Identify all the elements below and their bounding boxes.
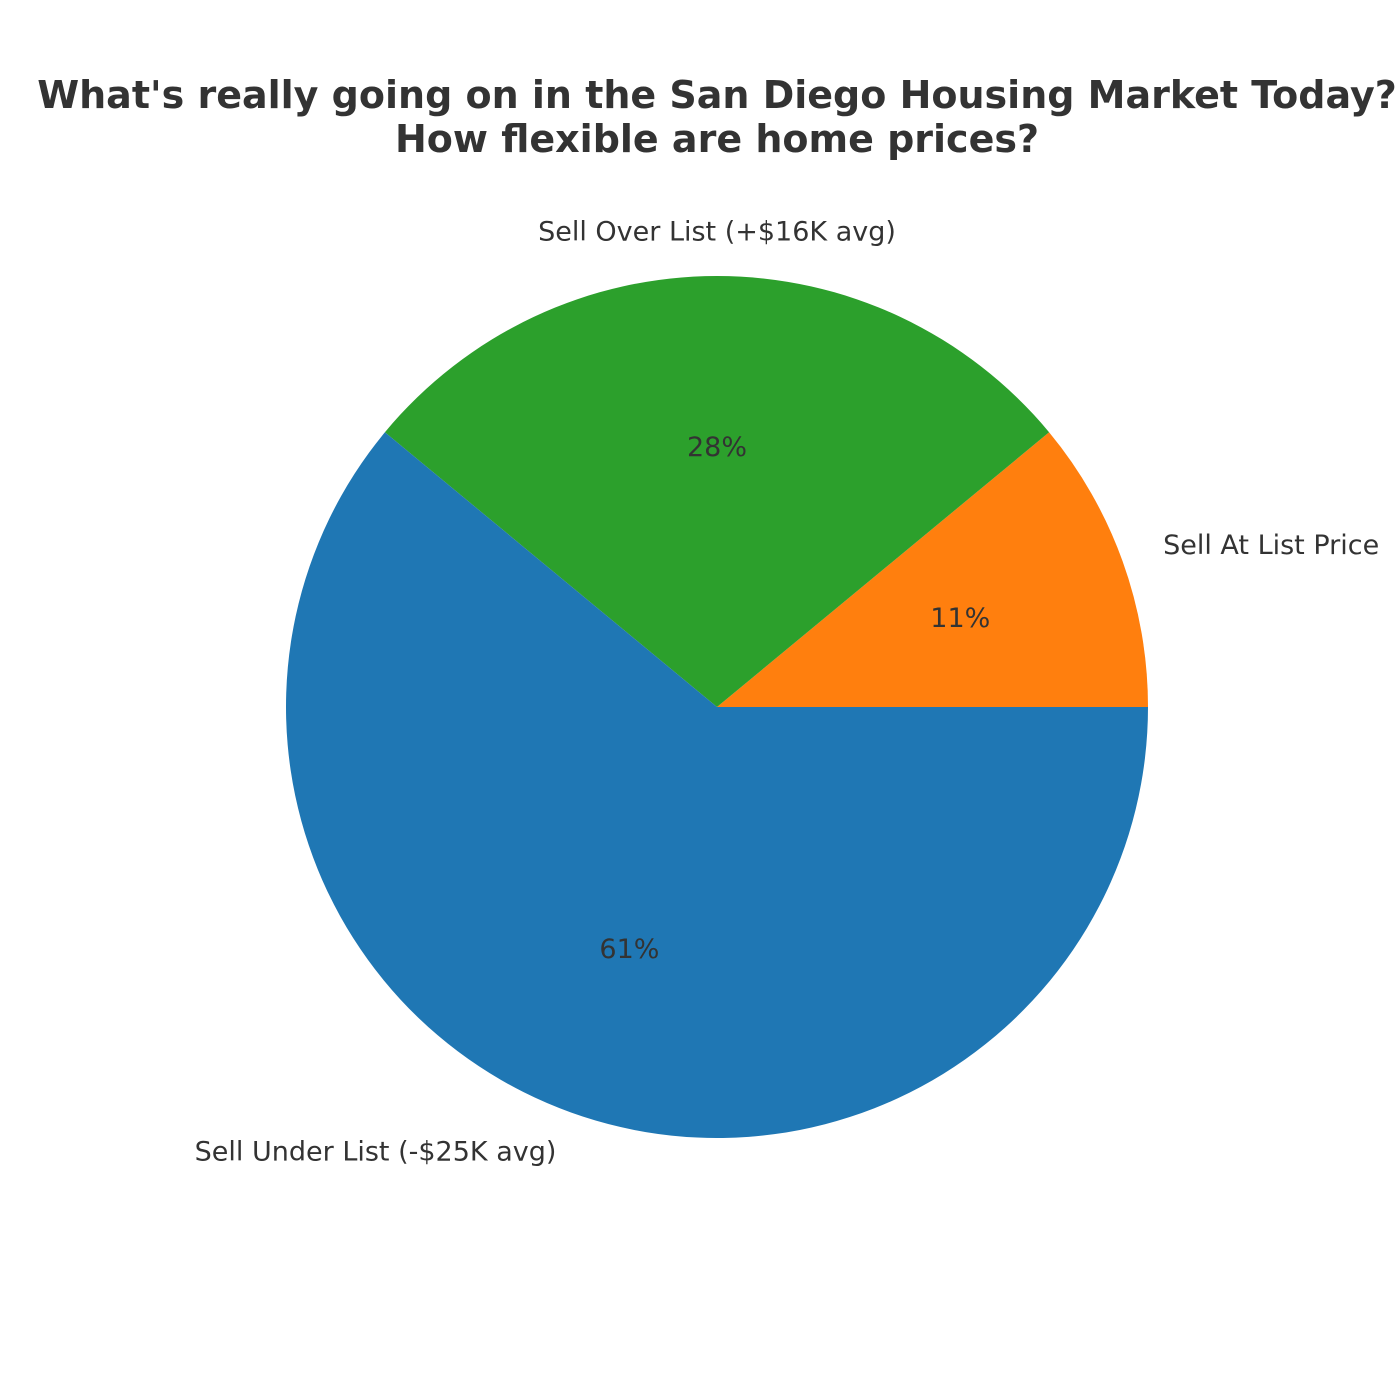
percent-label-sell-at-list-price: 11% [930, 603, 990, 634]
chart-title: What's really going on in the San Diego … [37, 73, 1397, 117]
pie-slice-sell-at-list-price [717, 432, 1148, 707]
pie-labels: Sell At List Price 11% Sell Over List (+$1… [195, 216, 1380, 1167]
pie-slice-sell-over-list-16k-avg [384, 276, 1050, 707]
slice-label-sell-at-list-price: Sell At List Price [1163, 530, 1379, 561]
chart-subtitle: How flexible are home prices? [395, 117, 1039, 161]
slice-label-sell-over-list-16k-avg: Sell Over List (+$16K avg) [538, 216, 896, 247]
slice-label-sell-under-list-25k-avg: Sell Under List (-$25K avg) [195, 1137, 557, 1168]
pie-slices [285, 276, 1148, 1138]
percent-label-sell-under-list-25k-avg: 61% [599, 934, 659, 965]
pie-slice-sell-under-list-25k-avg [285, 432, 1148, 1138]
percent-label-sell-over-list-16k-avg: 28% [687, 432, 747, 463]
